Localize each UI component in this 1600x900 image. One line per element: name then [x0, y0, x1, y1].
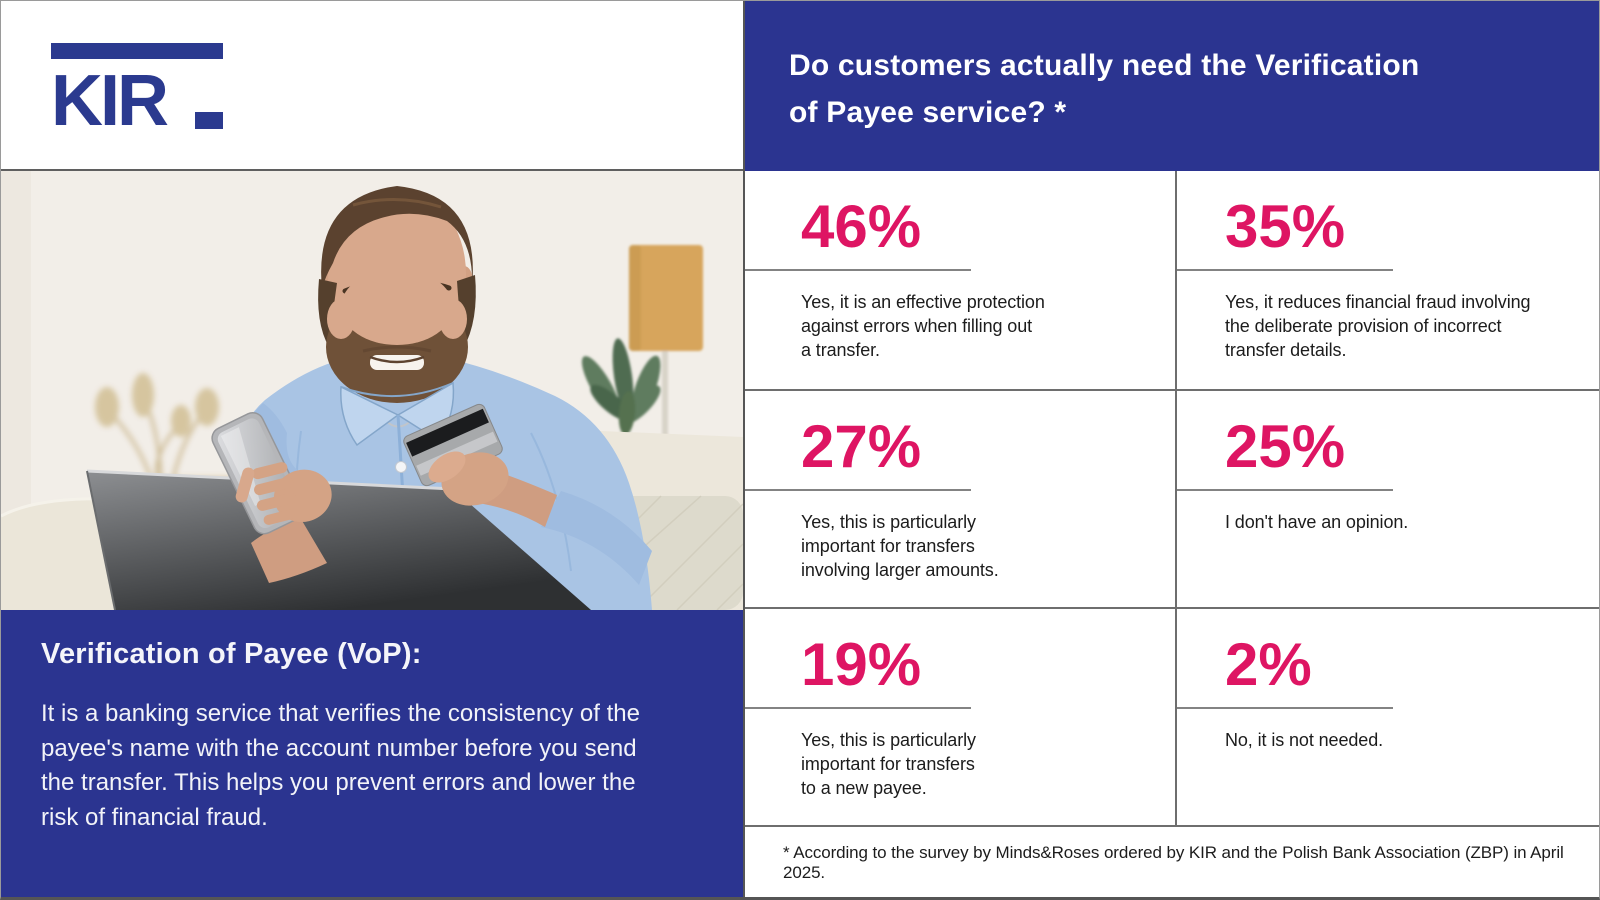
- photo-laptop: [86, 469, 591, 610]
- stats-grid: 46% Yes, it is an effective protection a…: [745, 171, 1599, 827]
- vop-info-panel: Verification of Payee (VoP): It is a ban…: [1, 610, 743, 897]
- stat-cell-25: 25% I don't have an opinion.: [1177, 391, 1599, 609]
- stat-value: 19%: [801, 631, 922, 698]
- question-header: Do customers actually need the Verificat…: [745, 1, 1599, 171]
- survey-footnote: * According to the survey by Minds&Roses…: [783, 843, 1564, 882]
- stat-cell-2: 2% No, it is not needed.: [1177, 609, 1599, 827]
- stat-value: 27%: [801, 413, 922, 480]
- vop-heading: Verification of Payee (VoP):: [41, 638, 422, 670]
- stat-cell-46: 46% Yes, it is an effective protection a…: [745, 171, 1177, 391]
- photo-card-hand: [403, 403, 652, 585]
- kir-logo-text: KIR: [51, 61, 169, 141]
- stat-value: 25%: [1225, 413, 1346, 480]
- stat-underline: [1177, 707, 1393, 709]
- kir-logo-bar: [51, 43, 223, 59]
- photo-lamp-icon: [629, 245, 703, 476]
- stat-description: Yes, this is particularly important for …: [801, 512, 999, 580]
- stat-underline: [1177, 489, 1393, 491]
- stat-value: 35%: [1225, 193, 1346, 260]
- photo-plant: [581, 338, 661, 435]
- logo-area: KIR: [1, 1, 743, 169]
- stat-cell-19: 19% Yes, this is particularly important …: [745, 609, 1177, 827]
- stat-cell-35: 35% Yes, it reduces financial fraud invo…: [1177, 171, 1599, 391]
- stat-underline: [1177, 269, 1393, 271]
- photo-face: [318, 186, 476, 403]
- lifestyle-photo: [1, 171, 743, 610]
- kir-logo-square-icon: [195, 111, 223, 129]
- stat-underline: [745, 269, 971, 271]
- photo-region: [1, 169, 743, 610]
- stat-description: Yes, it reduces financial fraud involvin…: [1225, 292, 1531, 360]
- vop-description: It is a banking service that verifies th…: [41, 700, 640, 831]
- left-column: KIR: [1, 1, 743, 897]
- photo-smartphone-hand: [211, 411, 332, 583]
- stat-cell-27: 27% Yes, this is particularly important …: [745, 391, 1177, 609]
- stat-description: Yes, it is an effective protection again…: [801, 292, 1045, 360]
- kir-logo: KIR: [51, 43, 223, 141]
- stat-value: 2%: [1225, 631, 1312, 698]
- stat-underline: [745, 489, 971, 491]
- question-title: Do customers actually need the Verificat…: [789, 49, 1420, 129]
- footnote-band: * According to the survey by Minds&Roses…: [745, 827, 1599, 897]
- stat-value: 46%: [801, 193, 922, 260]
- stat-description: I don't have an opinion.: [1225, 512, 1409, 532]
- right-column: Do customers actually need the Verificat…: [743, 1, 1599, 897]
- stat-underline: [745, 707, 971, 709]
- stat-description: Yes, this is particularly important for …: [801, 730, 976, 798]
- stat-description: No, it is not needed.: [1225, 730, 1384, 750]
